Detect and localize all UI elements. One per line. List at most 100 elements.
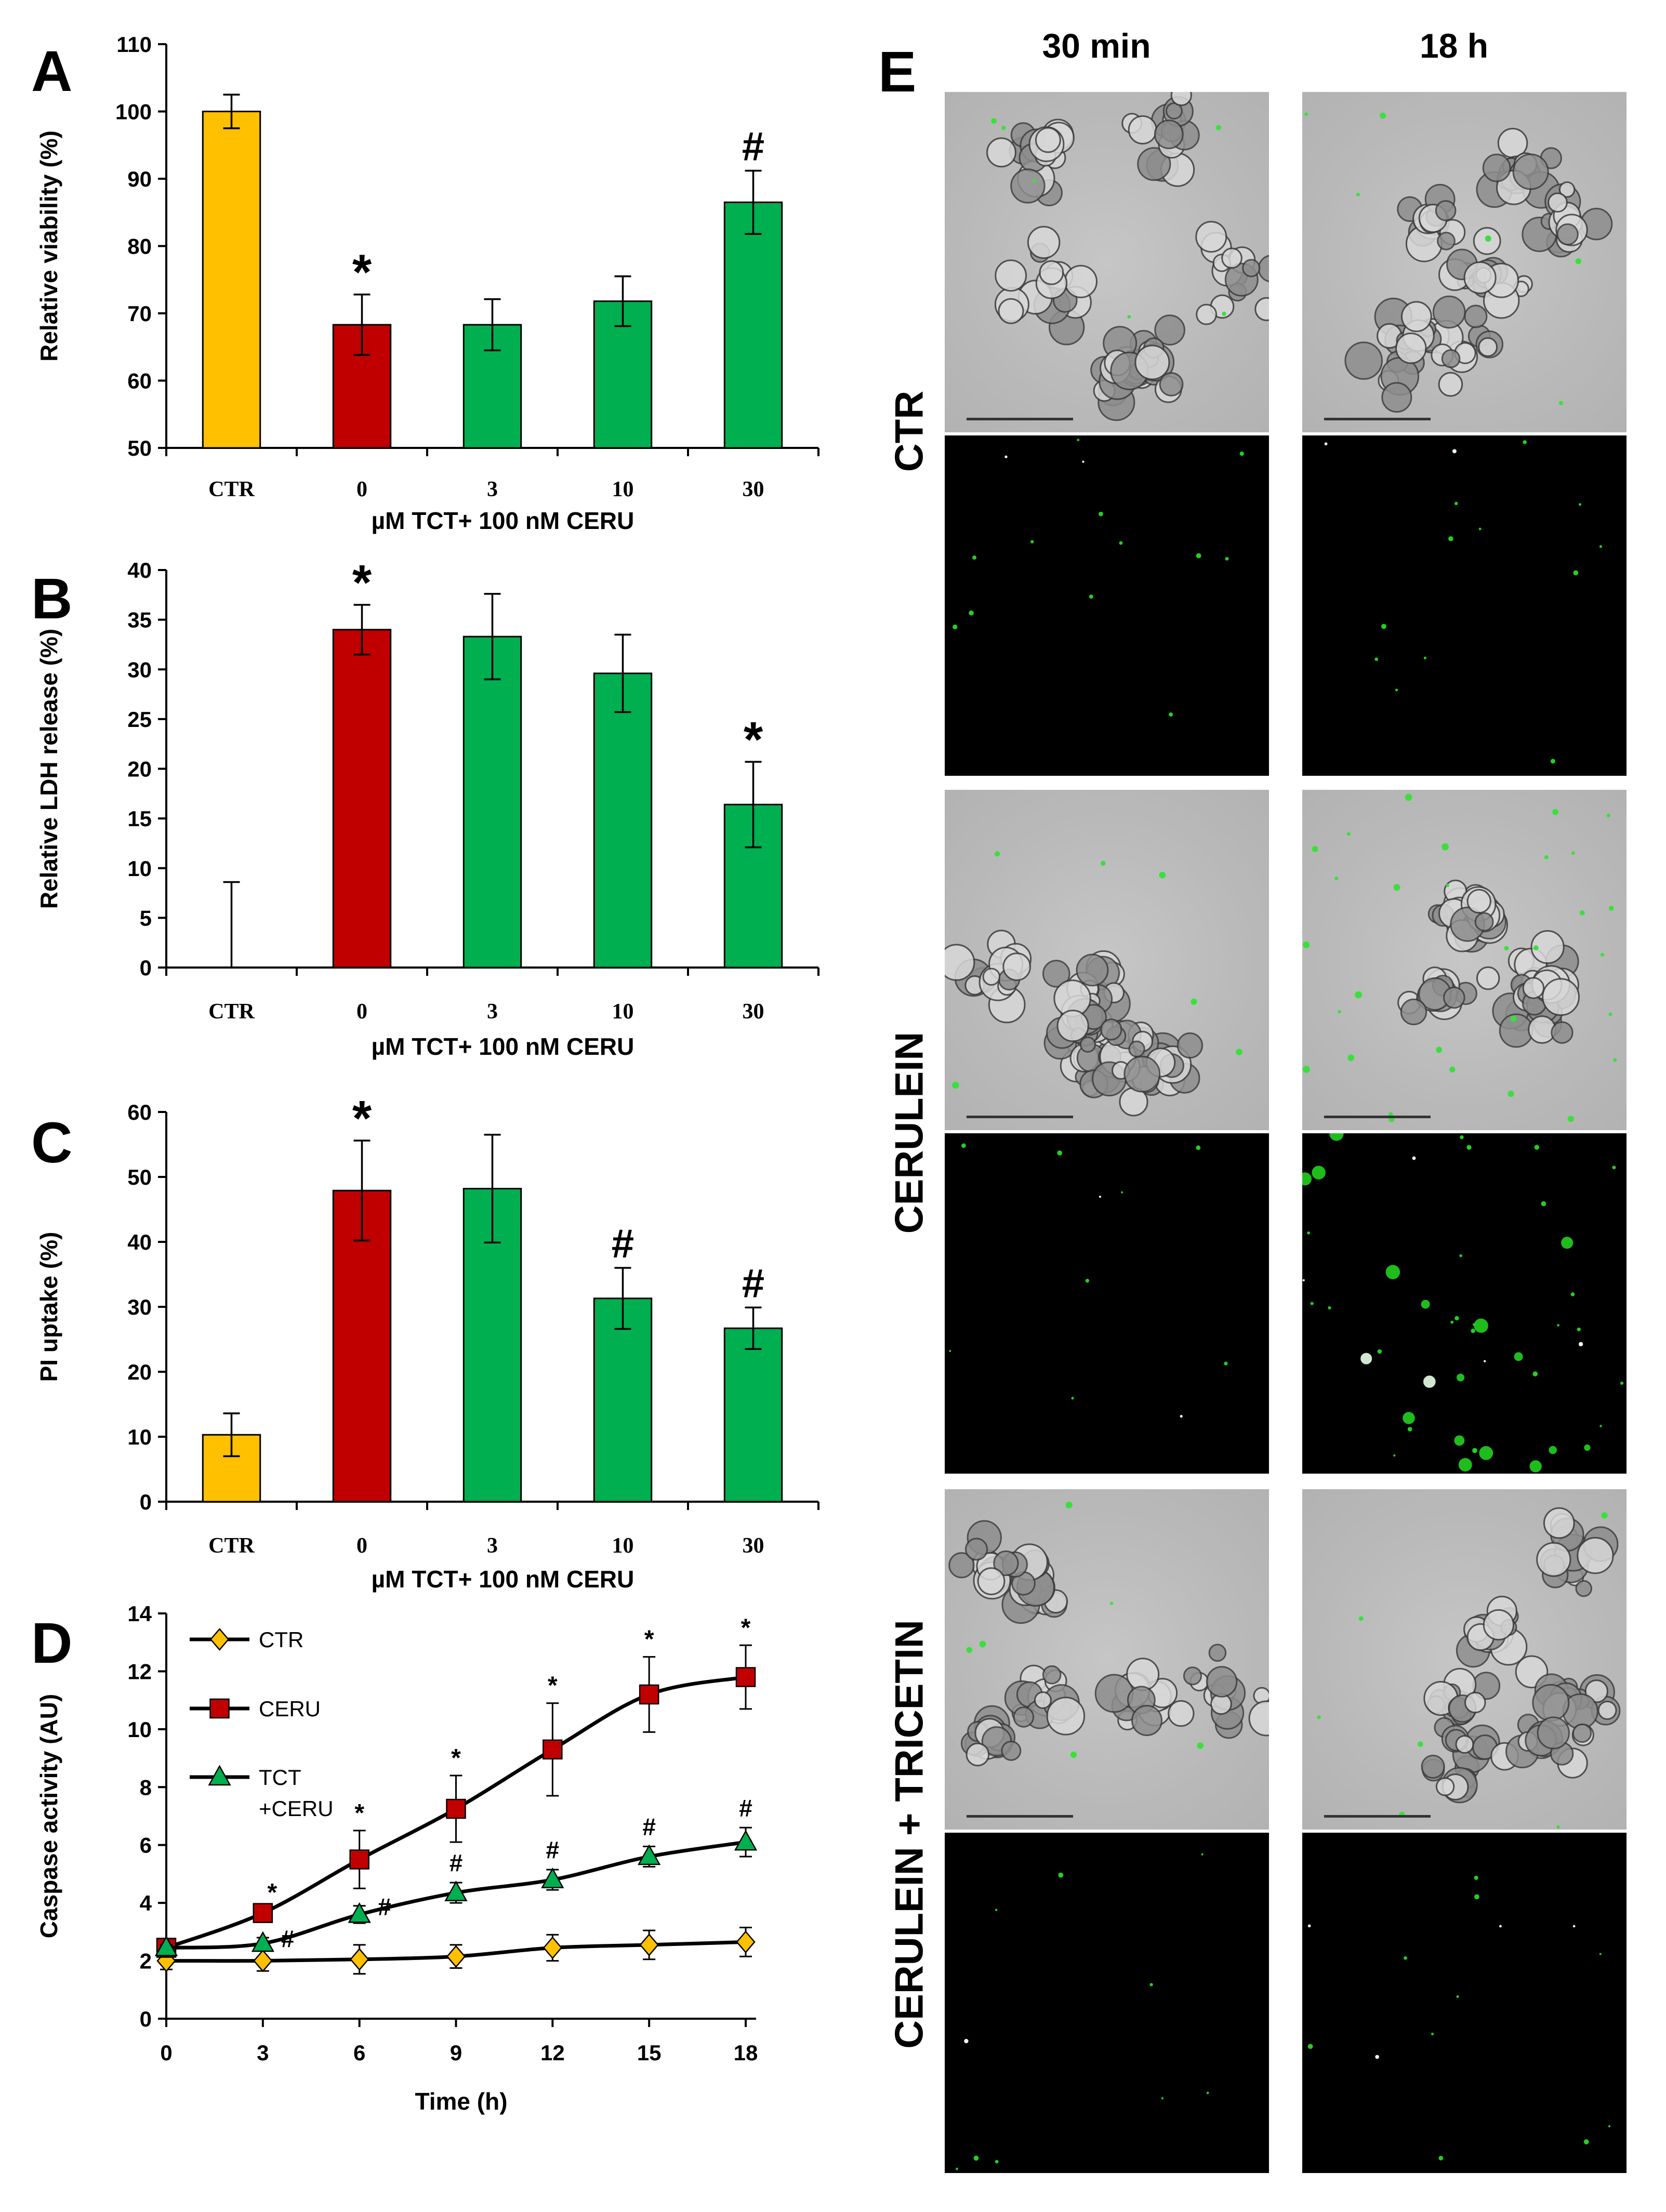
micrograph-brightfield-cerulein-tricetin-30min-texture [948,1501,1269,1767]
chart-a-panel-letter: A [31,39,72,103]
chart-a-y-tick-label: 90 [127,167,152,191]
chart-a-y-tick-label: 60 [127,369,152,393]
chart-d-series-tct-ceru-point [348,1902,371,1923]
chart-d-legend-ceru-label: CERU [259,1697,321,1721]
chart-a-y-tick-label: 50 [127,436,152,460]
chart-c-y-tick-label: 40 [127,1230,152,1254]
micrograph-brightfield-cerulein-30min [945,790,1269,1130]
chart-a-bar [202,111,261,449]
chart-d-series-ctr-point [350,1948,369,1971]
scale-bar [967,1815,1073,1818]
micrograph-brightfield-ctr-18h-texture [1304,112,1613,413]
micrograph-brightfield-cerulein-30min-texture [945,851,1242,1117]
chart-c-panel-letter: C [31,1111,72,1175]
scale-bar [1324,1116,1431,1118]
chart-d-series-tct-ceru-significance-mark: # [642,1813,656,1840]
chart-d-series-ceru-point [253,1903,273,1923]
chart-b-y-tick-label: 20 [127,757,152,782]
chart-d-y-tick-label: 2 [140,1949,152,1973]
chart-d-y-tick-label: 4 [140,1891,152,1915]
column-header-30min: 30 min [1042,27,1151,65]
chart-b-category-label: 3 [487,1000,498,1024]
micrograph-fluorescence-cerulein-tricetin-18h [1302,1833,1627,2173]
micrograph-brightfield-ctr-30min [945,92,1269,432]
micrograph-fluorescence-cerulein-30min-texture [949,1143,1228,1418]
chart-b-category-label: 30 [743,1000,764,1024]
chart-d-series-ceru-point [349,1849,369,1870]
chart-d-series-ceru-significance-mark: * [548,1672,558,1700]
chart-d-series-tct-ceru-point [251,1931,274,1952]
chart-d-y-tick-label: 6 [140,1833,152,1858]
chart-d-x-tick-label: 18 [734,2041,758,2065]
chart-b-y-tick-label: 10 [127,856,152,881]
chart-d-series-ceru-significance-mark: * [741,1614,751,1641]
chart-c-category-label: CTR [208,1534,255,1558]
chart-c-y-tick-label: 20 [127,1360,152,1384]
chart-b-category-label: CTR [208,1000,255,1024]
chart-a-category-label: 3 [487,478,498,501]
chart-d-y-tick-label: 10 [127,1717,152,1742]
chart-c-y-axis-title: PI uptake (%) [35,1232,62,1382]
chart-b-bar [462,635,522,969]
row-label-cerulein: CERULEIN [887,1031,932,1234]
chart-c-category-label: 10 [612,1534,634,1558]
chart-c-y-tick-label: 30 [127,1295,152,1319]
chart-d-series-tct-ceru-significance-mark: # [281,1925,295,1952]
chart-d-x-axis-title: Time (h) [415,2088,507,2115]
chart-a-x-axis-title: µM TCT+ 100 nM CERU [372,507,634,534]
chart-b-significance-mark: * [352,555,372,611]
chart-d-series-tct-ceru-significance-mark: # [546,1836,560,1863]
chart-b-y-tick-label: 25 [127,707,152,732]
chart-d-y-tick-label: 14 [127,1601,152,1626]
chart-a-y-tick-label: 110 [116,32,152,57]
scale-bar [967,1116,1073,1118]
chart-d-series-ceru-significance-mark: * [267,1879,277,1906]
micrograph-fluorescence-ctr-18h-texture [1324,440,1603,764]
chart-c-x-axis-title: µM TCT+ 100 nM CERU [372,1566,634,1593]
chart-d-series-ctr-point [253,1949,273,1972]
chart-d-y-axis-title: Caspase activity (AU) [35,1694,62,1938]
chart-b-y-tick-label: 35 [127,608,152,632]
chart-d-x-tick-label: 15 [637,2041,662,2065]
micrograph-fluorescence-cerulein-tricetin-30min-texture [956,1853,1209,2170]
chart-d-legend-ctr-marker [209,1628,230,1651]
row-label-ctr: CTR [887,390,932,472]
row-label-cerulein-tricetin: CERULEIN + TRICETIN [887,1620,932,2049]
chart-b-y-axis-title: Relative LDH release (%) [35,629,62,909]
chart-d-series-tct-ceru-point [154,1935,178,1956]
micrograph-fluorescence-cerulein-tricetin-30min [945,1833,1269,2173]
chart-d-series-tct-ceru-point [541,1867,564,1888]
chart-a-y-axis-title: Relative viability (%) [35,130,62,362]
chart-d-legend-tct-ceru-label: TCT [259,1765,301,1790]
chart-d-y-tick-label: 0 [140,2007,152,2031]
micrograph-brightfield-cerulein-tricetin-18h [1302,1489,1627,1830]
micrograph-brightfield-ctr-30min-texture [986,92,1269,421]
chart-d-series-ceru-point [543,1739,563,1760]
micrograph-brightfield-cerulein-tricetin-30min [945,1489,1269,1830]
chart-d-series-ceru-significance-mark: * [354,1799,364,1827]
chart-d-series-ceru-point [735,1667,756,1687]
chart-c-category-label: 0 [356,1534,367,1558]
chart-c-significance-mark: * [352,1091,372,1146]
micrograph-brightfield-cerulein-18h [1302,790,1627,1130]
chart-d-series-ceru-point [446,1798,466,1819]
chart-d-series-ctr-point [543,1936,562,1959]
micrograph-brightfield-ctr-18h [1302,92,1627,432]
chart-d-panel-letter: D [31,1611,72,1675]
chart-c-significance-mark: # [742,1260,764,1306]
chart-b-significance-mark: * [744,712,763,767]
chart-a-bar [723,201,783,449]
micrograph-fluorescence-ctr-30min [945,435,1269,776]
chart-a-category-label: 10 [612,478,634,501]
chart-d-legend-tct-ceru-label: +CERU [259,1796,334,1821]
chart-a-y-tick-label: 100 [115,100,152,124]
chart-d-series-ctr-point [736,1930,756,1954]
chart-a-category-label: 30 [743,478,764,501]
micrograph-fluorescence-ctr-30min-texture [953,439,1244,717]
chart-d-x-tick-label: 0 [160,2041,172,2065]
panel-letter-e: E [878,40,917,104]
chart-b-y-tick-label: 5 [140,906,152,930]
chart-d-series-tct-ceru-point [638,1844,661,1865]
